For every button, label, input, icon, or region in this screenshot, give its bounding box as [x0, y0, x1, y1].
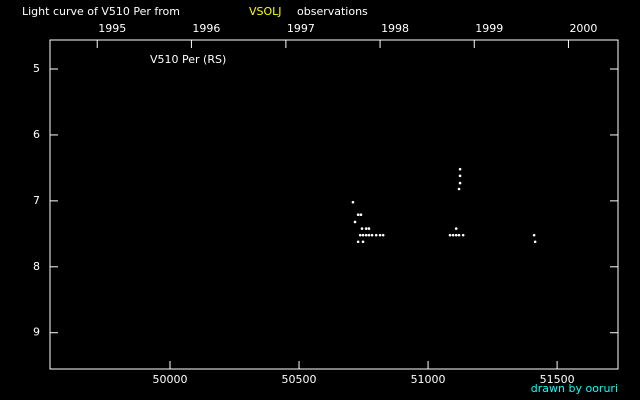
data-point [358, 233, 362, 237]
data-point [461, 233, 465, 237]
y-tick-label: 9 [33, 326, 40, 339]
plot-label: V510 Per (RS) [150, 53, 226, 66]
data-point [381, 233, 385, 237]
data-point [367, 233, 371, 237]
data-point [353, 220, 357, 224]
y-tick-label: 6 [33, 128, 40, 141]
x-tick-label: 50000 [153, 373, 188, 386]
data-point [364, 233, 368, 237]
x2-tick-label: 1995 [98, 22, 126, 35]
data-point [533, 240, 537, 244]
data-point [457, 187, 461, 191]
data-point [458, 174, 462, 178]
y-tick-label: 8 [33, 260, 40, 273]
data-point [454, 233, 458, 237]
data-point [451, 233, 455, 237]
data-point [458, 167, 462, 171]
x2-tick-label: 2000 [569, 22, 597, 35]
credit: drawn by ooruri [531, 382, 618, 395]
x2-tick-label: 1997 [287, 22, 315, 35]
x2-tick-label: 1998 [381, 22, 409, 35]
data-point [374, 233, 378, 237]
x2-tick-label: 1996 [192, 22, 220, 35]
x-tick-label: 50500 [282, 373, 317, 386]
y-tick-label: 7 [33, 194, 40, 207]
y-tick-label: 5 [33, 62, 40, 75]
plot-frame [49, 39, 619, 370]
x-tick-label: 51000 [411, 373, 446, 386]
x2-tick-label: 1999 [475, 22, 503, 35]
data-point [448, 233, 452, 237]
data-point [351, 200, 355, 204]
chart-title-suffix: observations [297, 5, 368, 18]
data-point [361, 233, 365, 237]
data-source: VSOLJ [249, 5, 282, 18]
data-point [361, 240, 365, 244]
data-point [454, 227, 458, 230]
data-point [367, 227, 371, 230]
x-tick-label: 51500 [540, 373, 575, 386]
chart-title: Light curve of V510 Per from [22, 5, 180, 18]
data-point [458, 181, 462, 185]
data-point [378, 233, 382, 237]
data-point [370, 233, 374, 237]
data-point [356, 240, 360, 244]
data-point [359, 213, 363, 217]
data-point [457, 233, 461, 237]
data-point [360, 227, 364, 230]
data-point [532, 233, 536, 237]
data-point [356, 213, 360, 217]
data-point [364, 227, 368, 230]
